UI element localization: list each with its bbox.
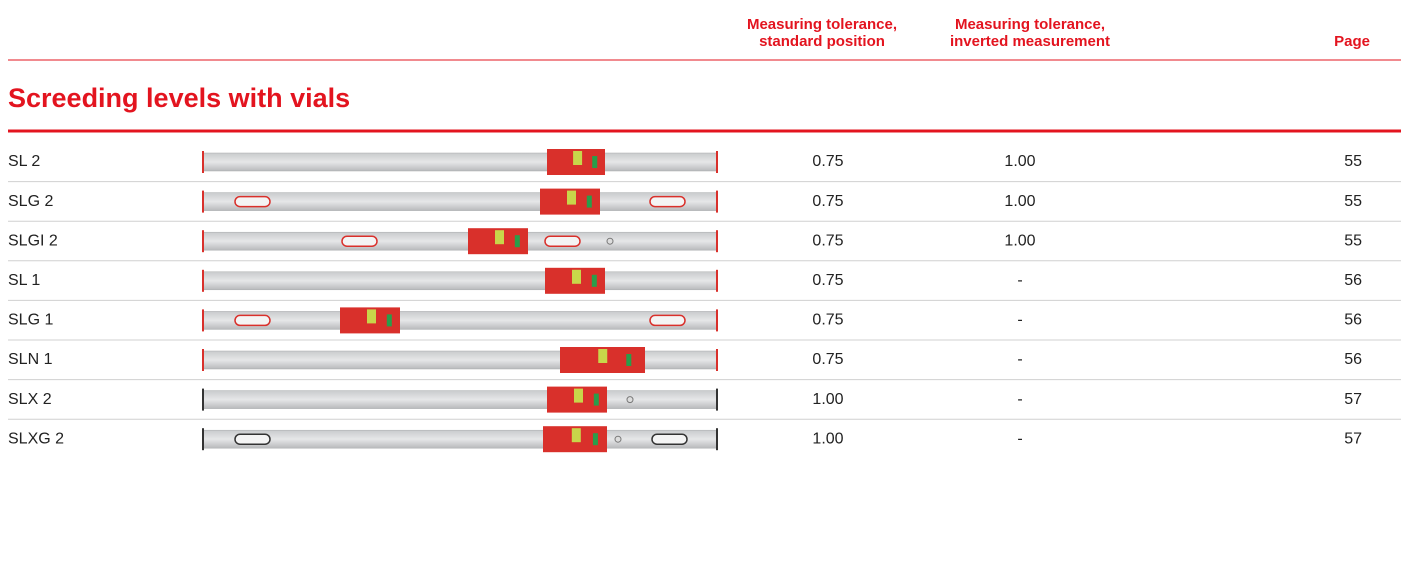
level-body xyxy=(202,311,718,330)
level-body xyxy=(202,152,718,172)
cell: - xyxy=(1017,272,1022,289)
cell: 55 xyxy=(1344,232,1362,249)
vial xyxy=(592,156,598,168)
level-body xyxy=(202,390,718,409)
cell: - xyxy=(1017,430,1022,447)
cell: 56 xyxy=(1344,351,1362,368)
level-image xyxy=(202,228,718,255)
level-handle xyxy=(341,235,378,247)
column-header: Page xyxy=(1334,33,1370,50)
level-body xyxy=(202,429,718,449)
vial xyxy=(367,309,376,324)
cell: 1.00 xyxy=(1004,153,1035,170)
vial xyxy=(573,151,583,165)
cell: 57 xyxy=(1344,391,1362,408)
level-dot xyxy=(614,435,622,443)
level-cap xyxy=(716,349,718,371)
cell: 0.75 xyxy=(812,272,843,289)
vial xyxy=(574,388,583,403)
cell: - xyxy=(1017,391,1022,408)
cell: 57 xyxy=(1344,430,1362,447)
level-cap xyxy=(202,230,204,253)
cell: SL 1 xyxy=(8,272,40,289)
level-handle xyxy=(649,314,686,327)
vial xyxy=(598,349,608,363)
cell: 55 xyxy=(1344,153,1362,170)
level-cap xyxy=(716,151,718,173)
cell: 0.75 xyxy=(812,312,843,329)
vial xyxy=(571,428,581,443)
cell: SLXG 2 xyxy=(8,430,64,447)
column-header: Measuring tolerance, xyxy=(955,16,1105,33)
level-image xyxy=(202,426,718,453)
vial xyxy=(514,235,520,248)
vial xyxy=(495,230,504,245)
level-handle xyxy=(234,314,271,327)
level-image xyxy=(202,386,718,413)
level-handle xyxy=(544,235,581,247)
cell: 55 xyxy=(1344,193,1362,210)
cell: SLG 2 xyxy=(8,193,53,210)
level-image xyxy=(202,149,718,175)
cell: 1.00 xyxy=(812,391,843,408)
cell: 0.75 xyxy=(812,193,843,210)
level-cap xyxy=(202,151,204,173)
level-body xyxy=(202,271,718,291)
level-cap xyxy=(716,309,718,332)
vial xyxy=(593,393,599,406)
section-title: Screeding levels with vials xyxy=(8,83,350,113)
level-dot xyxy=(606,237,614,245)
cell: SLGI 2 xyxy=(8,232,58,249)
vial xyxy=(386,314,392,327)
vial xyxy=(592,433,598,446)
vial xyxy=(591,274,597,287)
cell: 56 xyxy=(1344,312,1362,329)
vial xyxy=(626,354,632,366)
level-image xyxy=(202,347,718,373)
cell: 0.75 xyxy=(812,232,843,249)
vial xyxy=(572,269,581,284)
cell: - xyxy=(1017,351,1022,368)
level-dot xyxy=(626,396,634,404)
vial xyxy=(567,190,576,205)
column-header: inverted measurement xyxy=(950,33,1110,50)
level-handle xyxy=(651,433,688,445)
level-cap xyxy=(716,230,718,253)
level-body xyxy=(202,231,718,251)
level-image xyxy=(202,188,718,215)
level-cap xyxy=(202,190,204,213)
cell: SLN 1 xyxy=(8,351,53,368)
cell: SL 2 xyxy=(8,153,40,170)
cell: 1.00 xyxy=(1004,193,1035,210)
cell: 0.75 xyxy=(812,351,843,368)
level-body xyxy=(202,192,718,211)
level-handle xyxy=(234,433,271,445)
level-handle xyxy=(234,195,271,208)
cell: 0.75 xyxy=(812,153,843,170)
level-image xyxy=(202,307,718,334)
column-header: Measuring tolerance, xyxy=(747,16,897,33)
cell: 56 xyxy=(1344,272,1362,289)
cell: SLG 1 xyxy=(8,312,53,329)
level-image xyxy=(202,267,718,294)
cell: 1.00 xyxy=(812,430,843,447)
vial xyxy=(586,195,592,208)
level-cap xyxy=(202,349,204,371)
cell: 1.00 xyxy=(1004,232,1035,249)
column-header: standard position xyxy=(759,33,885,50)
level-handle xyxy=(649,195,686,208)
level-cap xyxy=(716,269,718,292)
level-cap xyxy=(716,388,718,411)
cell: SLX 2 xyxy=(8,391,52,408)
level-cap xyxy=(716,428,718,451)
level-cap xyxy=(202,388,204,411)
level-cap xyxy=(202,269,204,292)
level-cap xyxy=(202,309,204,332)
level-cap xyxy=(716,190,718,213)
level-cap xyxy=(202,428,204,451)
cell: - xyxy=(1017,312,1022,329)
